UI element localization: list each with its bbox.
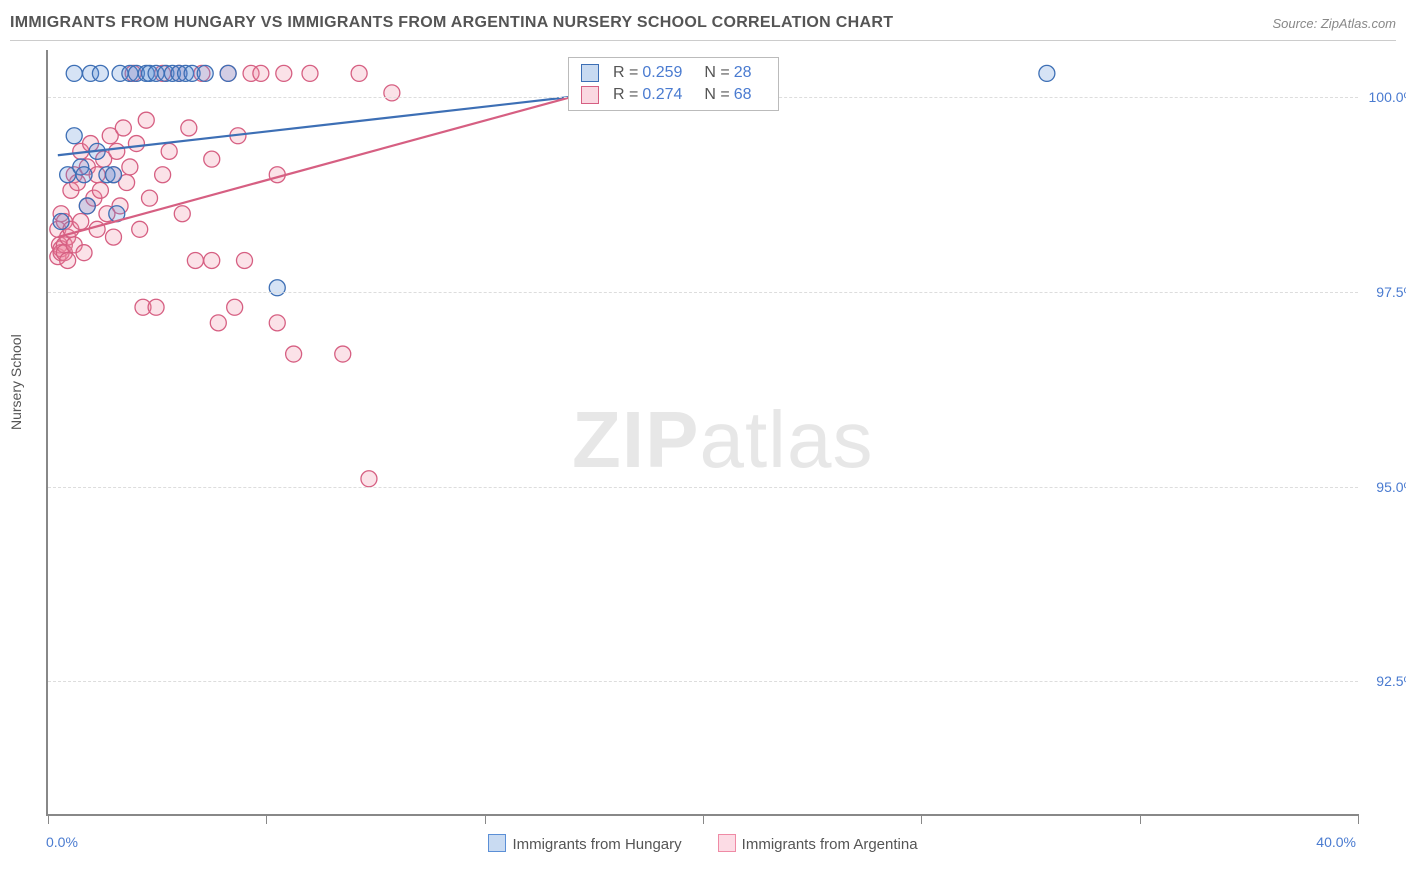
x-tick <box>266 814 267 824</box>
stats-n-label: N = <box>704 86 729 104</box>
x-tick <box>485 814 486 824</box>
data-point <box>122 159 138 175</box>
data-point <box>79 198 95 214</box>
stats-r-label: R = <box>613 64 638 82</box>
legend-item: Immigrants from Argentina <box>718 834 918 853</box>
data-point <box>128 136 144 152</box>
data-point <box>276 65 292 81</box>
data-point <box>187 252 203 268</box>
data-point <box>1039 65 1055 81</box>
data-point <box>66 128 82 144</box>
data-point <box>161 143 177 159</box>
data-point <box>361 471 377 487</box>
stats-row: R =0.274 N = 68 <box>571 84 776 106</box>
data-point <box>220 65 236 81</box>
plot-area: ZIPatlas 92.5%95.0%97.5%100.0% <box>46 50 1358 816</box>
data-point <box>155 167 171 183</box>
data-point <box>269 315 285 331</box>
data-point <box>286 346 302 362</box>
data-point <box>60 252 76 268</box>
data-point <box>253 65 269 81</box>
stats-n-value: 68 <box>734 86 752 104</box>
legend-swatch <box>718 834 736 852</box>
data-point <box>302 65 318 81</box>
data-point <box>237 252 253 268</box>
data-point <box>92 65 108 81</box>
x-tick <box>1140 814 1141 824</box>
data-point <box>109 143 125 159</box>
data-point <box>384 85 400 101</box>
y-tick-label: 95.0% <box>1376 479 1406 495</box>
data-point <box>76 167 92 183</box>
legend-item: Immigrants from Hungary <box>488 834 681 853</box>
legend-label: Immigrants from Hungary <box>512 836 681 853</box>
data-point <box>204 151 220 167</box>
chart-container: IMMIGRANTS FROM HUNGARY VS IMMIGRANTS FR… <box>0 0 1406 892</box>
stats-r-value: 0.274 <box>642 86 682 104</box>
x-tick <box>48 814 49 824</box>
data-point <box>138 112 154 128</box>
data-point <box>269 280 285 296</box>
data-point <box>181 120 197 136</box>
data-point <box>174 206 190 222</box>
data-point <box>132 221 148 237</box>
y-axis-title: Nursery School <box>8 334 24 430</box>
gridline <box>48 487 1358 488</box>
data-point <box>335 346 351 362</box>
source-label: Source: ZipAtlas.com <box>1272 16 1396 31</box>
data-point <box>73 214 89 230</box>
stats-r-label: R = <box>613 86 638 104</box>
title-bar: IMMIGRANTS FROM HUNGARY VS IMMIGRANTS FR… <box>10 10 1396 41</box>
data-point <box>204 252 220 268</box>
data-point <box>351 65 367 81</box>
data-point <box>142 190 158 206</box>
data-point <box>106 229 122 245</box>
data-point <box>53 214 69 230</box>
legend-label: Immigrants from Argentina <box>742 836 918 853</box>
y-tick-label: 92.5% <box>1376 673 1406 689</box>
gridline <box>48 681 1358 682</box>
stats-row: R =0.259 N = 28 <box>571 62 776 84</box>
data-point <box>115 120 131 136</box>
gridline <box>48 292 1358 293</box>
scatter-svg <box>48 50 1358 814</box>
x-tick <box>703 814 704 824</box>
stats-r-value: 0.259 <box>642 64 682 82</box>
data-point <box>76 245 92 261</box>
data-point <box>106 167 122 183</box>
x-tick <box>921 814 922 824</box>
y-tick-label: 100.0% <box>1369 89 1406 105</box>
y-tick-label: 97.5% <box>1376 284 1406 300</box>
data-point <box>197 65 213 81</box>
data-point <box>66 65 82 81</box>
stats-swatch <box>581 64 599 82</box>
data-point <box>227 299 243 315</box>
data-point <box>210 315 226 331</box>
legend-swatch <box>488 834 506 852</box>
stats-swatch <box>581 86 599 104</box>
stats-n-value: 28 <box>734 64 752 82</box>
chart-title: IMMIGRANTS FROM HUNGARY VS IMMIGRANTS FR… <box>10 14 893 32</box>
trend-line <box>58 97 572 155</box>
stats-n-label: N = <box>704 64 729 82</box>
data-point <box>92 182 108 198</box>
legend-bottom: Immigrants from Hungary Immigrants from A… <box>0 834 1406 853</box>
x-tick <box>1358 814 1359 824</box>
data-point <box>148 299 164 315</box>
data-point <box>89 221 105 237</box>
stats-box: R =0.259 N = 28 R =0.274 N = 68 <box>568 57 779 111</box>
